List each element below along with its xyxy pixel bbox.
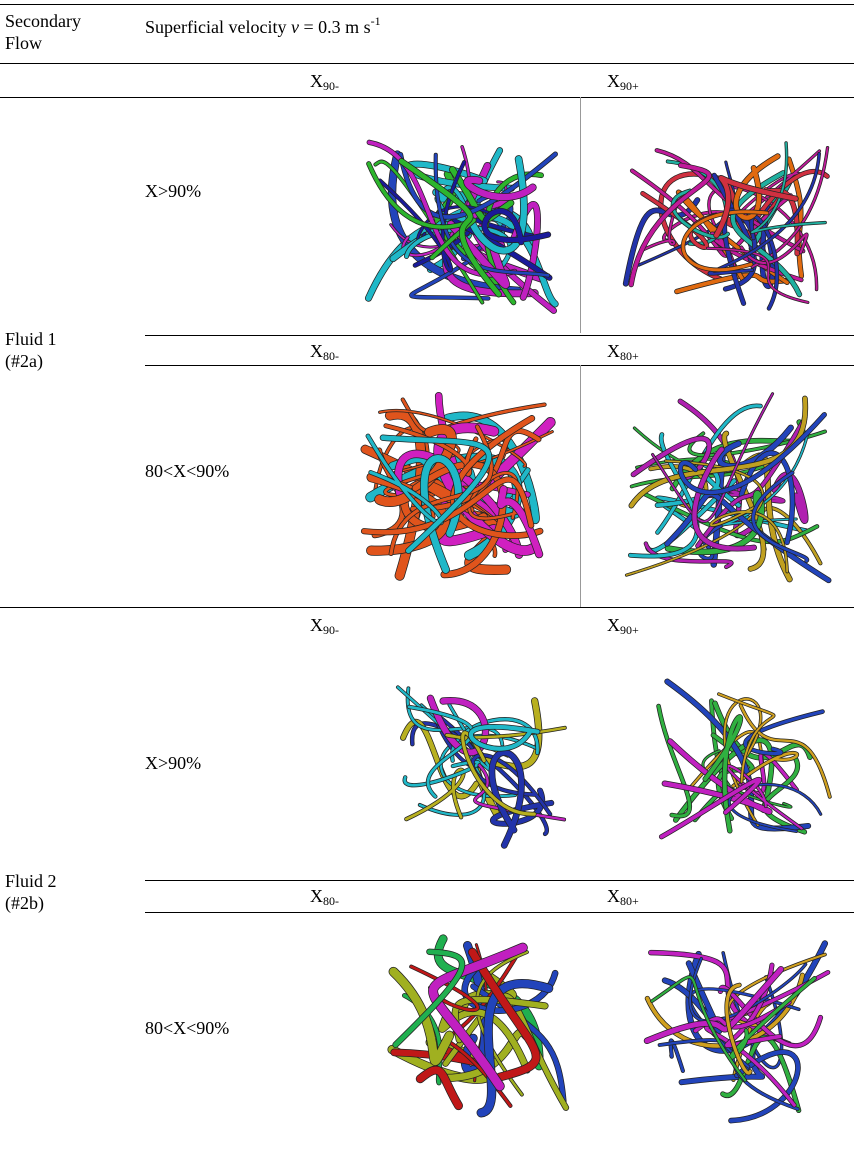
text: X bbox=[607, 886, 620, 906]
col-label: X80- bbox=[310, 885, 339, 912]
divider bbox=[580, 365, 581, 607]
subscript: 80- bbox=[323, 894, 339, 908]
subscript: 90+ bbox=[620, 79, 639, 93]
divider bbox=[580, 97, 581, 333]
rule bbox=[0, 97, 854, 98]
row-label: 80<X<90% bbox=[145, 1017, 229, 1039]
text: X bbox=[607, 341, 620, 361]
fluid-label: Fluid 2 bbox=[5, 870, 57, 892]
flow-structure bbox=[659, 706, 690, 816]
flow-image bbox=[600, 370, 854, 605]
flow-image bbox=[370, 645, 590, 870]
rule bbox=[145, 912, 854, 913]
col-label: X80+ bbox=[607, 340, 639, 367]
rule bbox=[0, 4, 854, 5]
row-label: 80<X<90% bbox=[145, 460, 229, 482]
subscript: 80+ bbox=[620, 894, 639, 908]
col-label: X90+ bbox=[607, 614, 639, 641]
subscript: 90- bbox=[323, 79, 339, 93]
rule bbox=[145, 335, 854, 336]
page: {"header": {"first_column": "Secondary F… bbox=[0, 0, 854, 1150]
flow-image bbox=[345, 120, 580, 333]
subscript: 90- bbox=[323, 623, 339, 637]
text: X bbox=[310, 341, 323, 361]
col-label: X90- bbox=[310, 614, 339, 641]
text: = 0.3 m s bbox=[299, 17, 371, 37]
column-header: Superficial velocity v = 0.3 m s-1 bbox=[145, 10, 381, 38]
col-label: X80- bbox=[310, 340, 339, 367]
fluid-label: Fluid 1 bbox=[5, 328, 57, 350]
text: X bbox=[310, 886, 323, 906]
flow-image bbox=[340, 370, 580, 605]
subscript: 90+ bbox=[620, 623, 639, 637]
subscript: 80+ bbox=[620, 349, 639, 363]
col-label: X90- bbox=[310, 70, 339, 97]
flow-image bbox=[620, 915, 854, 1145]
row-label: X>90% bbox=[145, 752, 201, 774]
row-label: X>90% bbox=[145, 180, 201, 202]
subscript: 80- bbox=[323, 349, 339, 363]
flow-image bbox=[620, 645, 854, 870]
fluid-code: (#2a) bbox=[5, 350, 43, 372]
flow-image bbox=[600, 120, 854, 333]
rule bbox=[0, 63, 854, 64]
rule bbox=[0, 607, 854, 608]
symbol: v bbox=[291, 17, 299, 37]
col-label: X80+ bbox=[607, 885, 639, 912]
text: X bbox=[607, 71, 620, 91]
text: Superficial velocity bbox=[145, 17, 291, 37]
text: X bbox=[310, 615, 323, 635]
rule bbox=[145, 365, 854, 366]
column-header: Secondary Flow bbox=[5, 10, 105, 54]
text: X bbox=[607, 615, 620, 635]
text: X bbox=[310, 71, 323, 91]
exponent: -1 bbox=[371, 14, 381, 28]
col-label: X90+ bbox=[607, 70, 639, 97]
flow-image bbox=[370, 915, 590, 1145]
fluid-code: (#2b) bbox=[5, 892, 44, 914]
rule bbox=[145, 880, 854, 881]
